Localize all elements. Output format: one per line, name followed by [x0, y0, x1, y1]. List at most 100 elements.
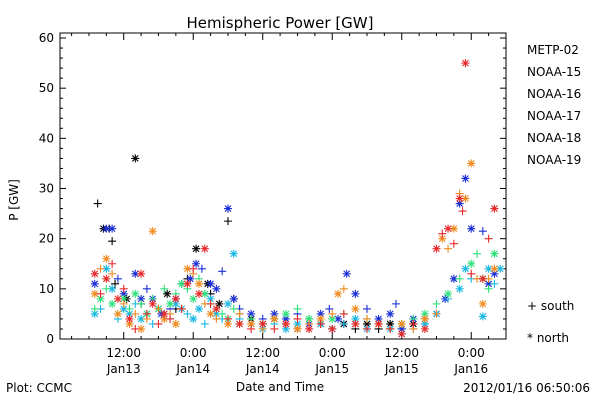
south-point [183, 309, 192, 318]
south-point [438, 229, 447, 238]
north-point [131, 154, 140, 163]
north-point [258, 319, 267, 328]
north-point [223, 204, 232, 213]
north-point [305, 324, 314, 333]
north-point [420, 309, 429, 318]
south-point [154, 304, 163, 313]
north-point [397, 319, 406, 328]
south-point [218, 309, 227, 318]
y-tick-label: 20 [39, 232, 54, 246]
y-tick-label: 60 [39, 31, 54, 45]
south-point [108, 269, 117, 278]
north-point [467, 224, 476, 233]
plot-credit: Plot: CCMC [6, 381, 72, 395]
south-point [90, 304, 99, 313]
south-point [478, 227, 487, 236]
north-point [270, 309, 279, 318]
north-point [183, 279, 192, 288]
north-point [119, 294, 128, 303]
symbol-legend: + south * north [527, 299, 574, 345]
north-point [397, 324, 406, 333]
x-tick-label-date: Jan14 [245, 362, 280, 376]
north-point [137, 324, 146, 333]
south-point [449, 239, 458, 248]
x-tick-label-time: 12:00 [384, 346, 419, 360]
north-point [192, 259, 201, 268]
north-point [247, 319, 256, 328]
north-point [449, 224, 458, 233]
legend-entry: NOAA-18 [527, 131, 581, 145]
x-axis: 12:00 Jan13 0:00 Jan14 12:00 Jan14 0:00 Jan15 12… [71, 33, 490, 376]
north-point [137, 314, 146, 323]
north-point [171, 294, 180, 303]
north-point [125, 314, 134, 323]
south-point [235, 309, 244, 318]
north-point [206, 309, 215, 318]
south-point [119, 299, 128, 308]
y-axis-label: P [GW] [7, 179, 21, 221]
north-point [478, 299, 487, 308]
south-point [229, 304, 238, 313]
north-point [160, 309, 169, 318]
south-point [339, 284, 348, 293]
x-tick-label-time: 0:00 [319, 346, 346, 360]
north-point [212, 309, 221, 318]
legend-entry: NOAA-16 [527, 87, 581, 101]
north-point [496, 264, 505, 273]
south-point [142, 309, 151, 318]
north-point [206, 294, 215, 303]
north-point [108, 299, 117, 308]
south-point [432, 309, 441, 318]
north-point [200, 244, 209, 253]
north-point [90, 269, 99, 278]
north-point [455, 284, 464, 293]
north-point [113, 294, 122, 303]
north-point [90, 289, 99, 298]
north-point [148, 299, 157, 308]
south-point [328, 309, 337, 318]
north-point [200, 289, 209, 298]
south-point [154, 319, 163, 328]
south-point [102, 284, 111, 293]
north-point [189, 314, 198, 323]
south-point [247, 324, 256, 333]
x-tick-label-date: Jan15 [384, 362, 419, 376]
north-point [119, 289, 128, 298]
north-point [102, 254, 111, 263]
north-point [108, 224, 117, 233]
north-point [183, 264, 192, 273]
north-point [316, 309, 325, 318]
north-point [171, 319, 180, 328]
symbol-legend-entry: + south [527, 299, 574, 313]
north-point [281, 319, 290, 328]
south-point [362, 304, 371, 313]
south-point [444, 244, 453, 253]
north-point [270, 314, 279, 323]
south-point [316, 319, 325, 328]
north-point [125, 309, 134, 318]
south-point [458, 207, 467, 216]
legend-entry: METP-02 [527, 43, 579, 57]
north-point [166, 299, 175, 308]
north-point [351, 319, 360, 328]
north-point [229, 249, 238, 258]
south-point [432, 299, 441, 308]
south-point [125, 304, 134, 313]
north-point [102, 224, 111, 233]
north-point [96, 294, 105, 303]
north-point [461, 174, 470, 183]
north-point [102, 264, 111, 273]
north-point [328, 314, 337, 323]
north-point [119, 304, 128, 313]
south-point [119, 284, 128, 293]
chart-title: Hemispheric Power [GW] [187, 14, 374, 32]
north-point [195, 289, 204, 298]
north-point [490, 204, 499, 213]
legend-entry: NOAA-15 [527, 65, 581, 79]
north-point [212, 284, 221, 293]
north-point [490, 249, 499, 258]
south-point [293, 304, 302, 313]
north-point [334, 289, 343, 298]
y-tick-label: 50 [39, 81, 54, 95]
